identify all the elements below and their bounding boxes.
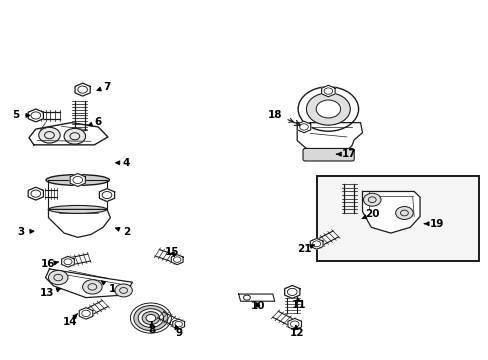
Circle shape: [130, 303, 171, 333]
Text: 5: 5: [13, 111, 30, 121]
Polygon shape: [284, 285, 299, 298]
Polygon shape: [28, 109, 43, 122]
Polygon shape: [172, 319, 184, 329]
Polygon shape: [70, 174, 85, 186]
Polygon shape: [297, 123, 362, 152]
Polygon shape: [362, 192, 419, 233]
Text: 13: 13: [40, 288, 61, 298]
Polygon shape: [287, 319, 301, 330]
Text: 14: 14: [62, 314, 77, 327]
Circle shape: [64, 129, 85, 144]
Polygon shape: [321, 85, 334, 97]
Text: 21: 21: [296, 244, 314, 254]
Polygon shape: [79, 308, 93, 319]
Circle shape: [146, 315, 156, 321]
Text: 6: 6: [88, 117, 102, 127]
Circle shape: [363, 193, 380, 206]
Circle shape: [48, 270, 68, 285]
Polygon shape: [29, 123, 108, 145]
Text: 3: 3: [18, 227, 34, 237]
Text: 8: 8: [148, 322, 155, 335]
Polygon shape: [28, 187, 43, 200]
Text: 2: 2: [115, 227, 130, 237]
Polygon shape: [48, 210, 110, 237]
Polygon shape: [61, 256, 74, 267]
Circle shape: [138, 309, 163, 327]
Text: 9: 9: [175, 325, 182, 338]
Bar: [316, 176, 478, 261]
Polygon shape: [238, 294, 274, 301]
Text: 19: 19: [424, 219, 444, 229]
Text: 18: 18: [267, 110, 293, 122]
Circle shape: [395, 207, 412, 220]
Text: 16: 16: [41, 259, 59, 269]
Text: 4: 4: [116, 158, 130, 168]
Polygon shape: [310, 238, 323, 249]
Circle shape: [82, 280, 102, 294]
Circle shape: [298, 87, 358, 131]
Text: 7: 7: [97, 82, 110, 92]
Circle shape: [134, 306, 167, 330]
Polygon shape: [48, 180, 107, 210]
Circle shape: [306, 93, 349, 125]
Circle shape: [316, 100, 340, 118]
Polygon shape: [75, 83, 90, 96]
Polygon shape: [297, 121, 310, 133]
Text: 20: 20: [362, 209, 379, 219]
Text: 11: 11: [291, 297, 306, 310]
Text: 15: 15: [165, 247, 179, 257]
Circle shape: [142, 312, 159, 324]
Ellipse shape: [46, 175, 109, 185]
Circle shape: [39, 127, 60, 143]
Text: 1: 1: [101, 281, 116, 294]
Polygon shape: [99, 189, 114, 202]
Text: 10: 10: [250, 301, 265, 311]
Polygon shape: [171, 255, 183, 265]
FancyBboxPatch shape: [303, 148, 353, 161]
Polygon shape: [45, 269, 132, 298]
Text: 12: 12: [289, 325, 304, 338]
Ellipse shape: [48, 206, 107, 213]
Text: 17: 17: [336, 149, 356, 159]
Circle shape: [115, 284, 132, 297]
